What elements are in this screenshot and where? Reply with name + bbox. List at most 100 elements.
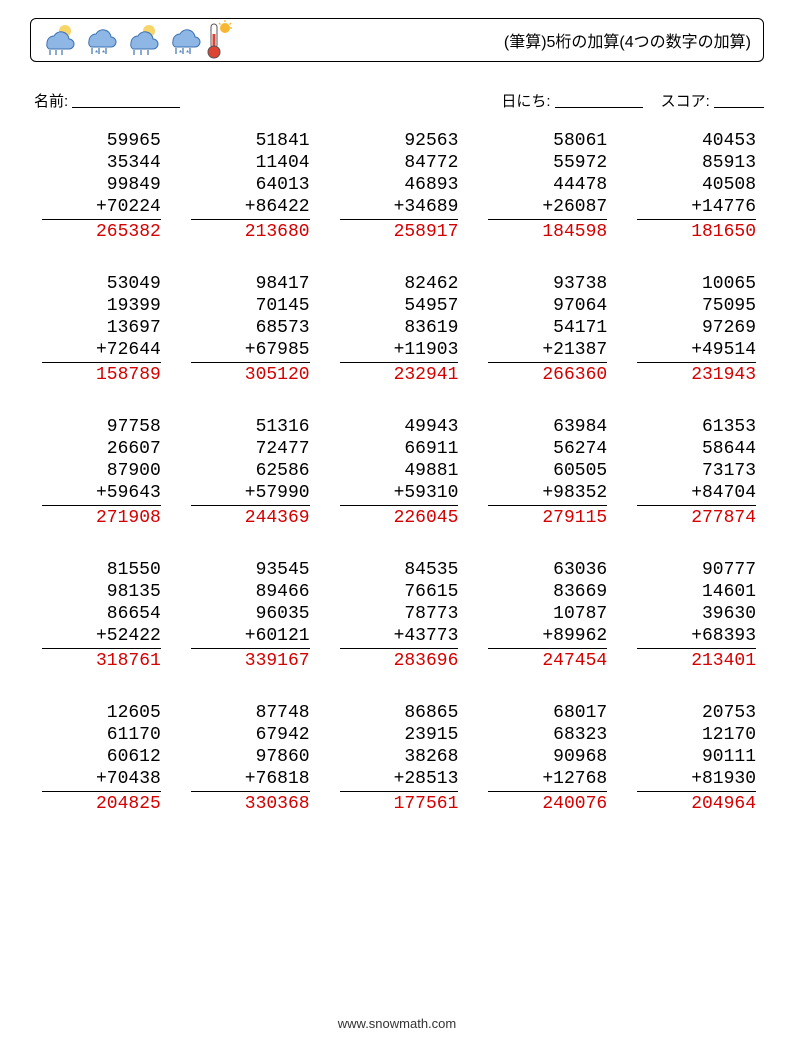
addend-last: +49514	[637, 339, 756, 363]
addend: 63036	[488, 559, 607, 581]
answer: 305120	[191, 363, 310, 386]
addend: 68017	[488, 702, 607, 724]
addend: 20753	[637, 702, 756, 724]
answer: 226045	[340, 506, 459, 529]
addend: 97064	[488, 295, 607, 317]
problem: 639845627460505+98352279115	[488, 416, 607, 529]
addend: 87900	[42, 460, 161, 482]
addend: 92563	[340, 130, 459, 152]
addend: 81550	[42, 559, 161, 581]
worksheet-header: ** ** (筆算)5桁の加算(4つの数字の加算)	[30, 18, 764, 62]
addend: 49881	[340, 460, 459, 482]
header-icons: ** **	[37, 20, 233, 60]
addend: 13697	[42, 317, 161, 339]
svg-text:*: *	[95, 49, 98, 57]
addend-last: +59310	[340, 482, 459, 506]
answer: 266360	[488, 363, 607, 386]
addend: 78773	[340, 603, 459, 625]
cloud-icon	[37, 23, 77, 57]
answer: 279115	[488, 506, 607, 529]
addend: 67942	[191, 724, 310, 746]
addend: 86654	[42, 603, 161, 625]
cloud-icon: **	[79, 23, 119, 57]
cloud-icon: **	[163, 23, 203, 57]
addend: 90777	[637, 559, 756, 581]
addend: 76615	[340, 581, 459, 603]
addend: 86865	[340, 702, 459, 724]
addend-last: +11903	[340, 339, 459, 363]
addend: 51841	[191, 130, 310, 152]
addend: 38268	[340, 746, 459, 768]
addend: 68323	[488, 724, 607, 746]
addend: 39630	[637, 603, 756, 625]
addend: 55972	[488, 152, 607, 174]
cloud-icon	[121, 23, 161, 57]
addend: 14601	[637, 581, 756, 603]
addend: 53049	[42, 273, 161, 295]
answer: 213680	[191, 220, 310, 243]
answer: 177561	[340, 792, 459, 815]
addend-last: +14776	[637, 196, 756, 220]
date-label: 日にち:	[501, 90, 642, 111]
addend: 60505	[488, 460, 607, 482]
addend: 83669	[488, 581, 607, 603]
addend: 46893	[340, 174, 459, 196]
addend: 96035	[191, 603, 310, 625]
addend: 59965	[42, 130, 161, 152]
addend: 84772	[340, 152, 459, 174]
date-blank	[555, 94, 643, 108]
problem: 935458946696035+60121339167	[191, 559, 310, 672]
addend: 58644	[637, 438, 756, 460]
worksheet-title: (筆算)5桁の加算(4つの数字の加算)	[504, 28, 751, 52]
addend: 40508	[637, 174, 756, 196]
addend: 82462	[340, 273, 459, 295]
addend-last: +89962	[488, 625, 607, 649]
addend: 26607	[42, 438, 161, 460]
addend-last: +70224	[42, 196, 161, 220]
addend: 54171	[488, 317, 607, 339]
score-label-text: スコア:	[661, 93, 710, 110]
answer: 244369	[191, 506, 310, 529]
problem: 984177014568573+67985305120	[191, 273, 310, 386]
addend: 98135	[42, 581, 161, 603]
addend: 73173	[637, 460, 756, 482]
addend: 93738	[488, 273, 607, 295]
answer: 277874	[637, 506, 756, 529]
addend: 62586	[191, 460, 310, 482]
addend-last: +59643	[42, 482, 161, 506]
addend: 40453	[637, 130, 756, 152]
answer: 247454	[488, 649, 607, 672]
addend: 60612	[42, 746, 161, 768]
problem: 868652391538268+28513177561	[340, 702, 459, 815]
problem: 613535864473173+84704277874	[637, 416, 756, 529]
addend-last: +72644	[42, 339, 161, 363]
addend: 87748	[191, 702, 310, 724]
addend: 98417	[191, 273, 310, 295]
addend-last: +67985	[191, 339, 310, 363]
addend: 90111	[637, 746, 756, 768]
answer: 204964	[637, 792, 756, 815]
addend-last: +28513	[340, 768, 459, 792]
name-blank	[72, 94, 180, 108]
addend: 12170	[637, 724, 756, 746]
svg-text:*: *	[102, 49, 105, 57]
addend: 12605	[42, 702, 161, 724]
addend: 97758	[42, 416, 161, 438]
meta-spacer	[180, 90, 501, 111]
addend: 61353	[637, 416, 756, 438]
score-blank	[714, 94, 764, 108]
answer: 283696	[340, 649, 459, 672]
addend-last: +21387	[488, 339, 607, 363]
problem: 937389706454171+21387266360	[488, 273, 607, 386]
problem: 530491939913697+72644158789	[42, 273, 161, 386]
thermometer-icon	[205, 20, 233, 60]
problem: 580615597244478+26087184598	[488, 130, 607, 243]
addend: 83619	[340, 317, 459, 339]
svg-text:*: *	[179, 49, 182, 57]
problem: 845357661578773+43773283696	[340, 559, 459, 672]
addend: 70145	[191, 295, 310, 317]
problem: 100657509597269+49514231943	[637, 273, 756, 386]
answer: 158789	[42, 363, 161, 386]
problem: 499436691149881+59310226045	[340, 416, 459, 529]
problem: 630368366910787+89962247454	[488, 559, 607, 672]
